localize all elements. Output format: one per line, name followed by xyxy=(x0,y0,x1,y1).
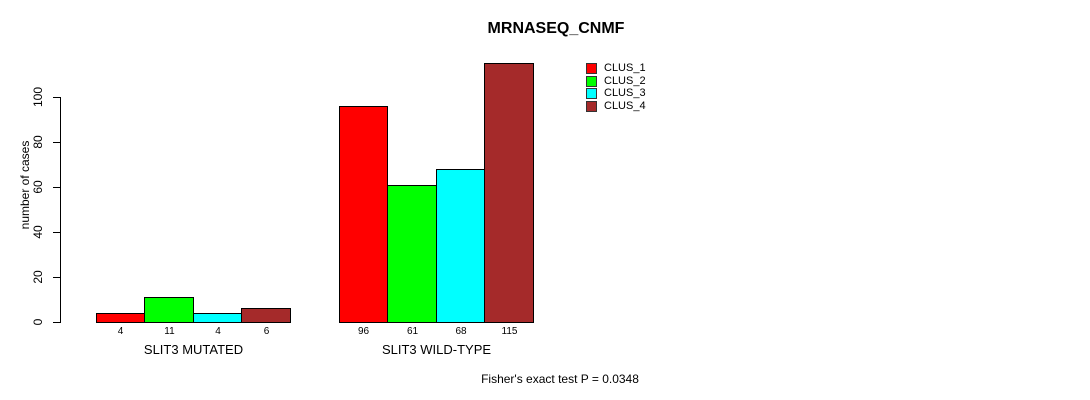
y-axis-tick-label: 40 xyxy=(31,225,45,239)
legend: CLUS_1 CLUS_2 CLUS_3 CLUS_4 xyxy=(586,63,646,113)
y-axis-tick xyxy=(53,187,61,188)
group-label: SLIT3 WILD-TYPE xyxy=(381,342,492,357)
bar-value-label: 11 xyxy=(164,326,175,337)
legend-item-label: CLUS_3 xyxy=(604,87,646,100)
bar xyxy=(241,308,291,323)
bar-value-label: 4 xyxy=(215,326,221,337)
legend-item-label: CLUS_2 xyxy=(604,74,646,87)
bar xyxy=(484,63,534,323)
bar xyxy=(193,313,242,323)
y-axis-line xyxy=(60,97,61,323)
legend-item: CLUS_2 xyxy=(586,74,646,87)
legend-item: CLUS_4 xyxy=(586,99,646,112)
y-axis-tick xyxy=(53,97,61,98)
bar-value-label: 96 xyxy=(357,326,370,337)
bar xyxy=(436,169,485,323)
legend-item-label: CLUS_1 xyxy=(604,62,646,74)
y-axis-tick-label: 60 xyxy=(31,180,45,194)
bar-value-label: 6 xyxy=(263,326,270,337)
legend-item-label: CLUS_4 xyxy=(604,99,646,112)
legend-color-swatch xyxy=(586,100,597,112)
bar xyxy=(96,313,145,323)
y-axis-tick-label: 20 xyxy=(31,270,45,284)
y-axis-tick xyxy=(53,277,61,278)
chart-title: MRNASEQ_CNMF xyxy=(487,20,625,37)
bar-value-label: 68 xyxy=(455,326,467,337)
bar xyxy=(144,297,194,323)
y-axis-tick-label: 0 xyxy=(31,318,45,326)
bar-value-label: 115 xyxy=(501,326,518,337)
y-axis-tick xyxy=(53,322,61,323)
bar xyxy=(339,106,388,323)
annotation-text: Fisher's exact test P = 0.0348 xyxy=(481,372,639,386)
legend-color-swatch xyxy=(586,75,597,87)
legend-color-swatch xyxy=(586,88,597,100)
legend-color-swatch xyxy=(586,63,597,74)
bar-value-label: 4 xyxy=(117,326,124,337)
legend-item: CLUS_3 xyxy=(586,87,646,100)
y-axis-label: number of cases xyxy=(18,140,32,230)
legend-item: CLUS_1 xyxy=(586,63,646,74)
group-label: SLIT3 MUTATED xyxy=(143,342,244,357)
y-axis-tick-label: 80 xyxy=(31,135,45,149)
y-axis-tick xyxy=(53,142,61,143)
bar xyxy=(387,185,437,323)
y-axis-tick xyxy=(53,232,61,233)
y-axis-tick-label: 100 xyxy=(31,86,45,108)
bar-value-label: 61 xyxy=(406,326,419,337)
